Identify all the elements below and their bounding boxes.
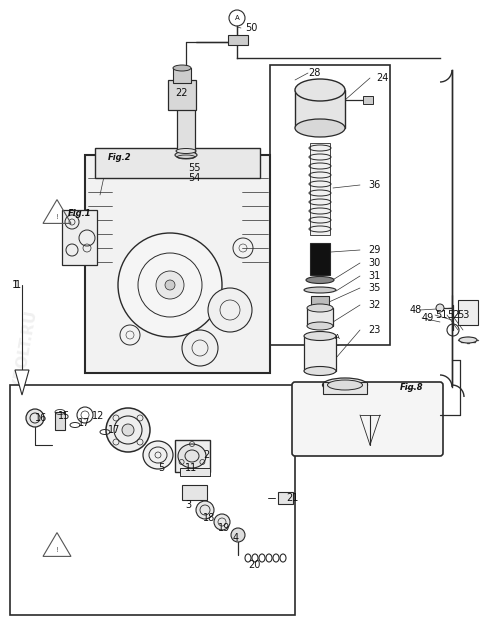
Bar	[173, 68, 191, 83]
Text: 48: 48	[410, 305, 422, 315]
Bar	[270, 65, 390, 345]
Text: 1: 1	[12, 280, 19, 290]
Ellipse shape	[327, 380, 362, 390]
Ellipse shape	[307, 322, 333, 330]
FancyBboxPatch shape	[292, 382, 443, 456]
Text: 20: 20	[248, 560, 260, 570]
Text: A: A	[335, 334, 339, 340]
Text: 12: 12	[92, 411, 104, 421]
Bar	[278, 492, 293, 504]
Circle shape	[118, 233, 222, 337]
Circle shape	[106, 408, 150, 452]
Text: !: !	[56, 214, 59, 220]
Bar	[10, 385, 295, 615]
Text: 54: 54	[188, 173, 200, 183]
Text: Fig.2: Fig.2	[108, 153, 132, 163]
Bar	[180, 468, 210, 476]
Polygon shape	[15, 370, 29, 395]
Text: 52: 52	[447, 310, 459, 320]
Bar	[177, 105, 195, 155]
Bar	[307, 308, 333, 326]
Ellipse shape	[304, 367, 336, 375]
Text: 30: 30	[368, 258, 380, 268]
Circle shape	[26, 409, 44, 427]
Text: 17: 17	[78, 418, 90, 428]
Ellipse shape	[173, 65, 191, 71]
Circle shape	[214, 514, 230, 530]
Bar	[175, 440, 210, 472]
Circle shape	[156, 271, 184, 299]
Text: 17: 17	[108, 425, 120, 435]
Bar	[228, 35, 248, 45]
Ellipse shape	[176, 149, 196, 153]
Ellipse shape	[304, 287, 336, 293]
Ellipse shape	[306, 277, 334, 284]
Bar	[363, 96, 373, 104]
Text: 55: 55	[188, 163, 201, 173]
Text: 4: 4	[233, 533, 239, 543]
Bar	[311, 296, 329, 306]
Ellipse shape	[143, 441, 173, 469]
Text: 51: 51	[435, 310, 447, 320]
Text: 11: 11	[185, 463, 197, 473]
Text: XBOLT.RU: XBOLT.RU	[11, 518, 39, 601]
Text: 36: 36	[368, 180, 380, 190]
Bar	[95, 148, 260, 178]
Circle shape	[122, 424, 134, 436]
Ellipse shape	[295, 79, 345, 101]
Text: 18: 18	[203, 513, 215, 523]
Circle shape	[436, 304, 444, 312]
Text: 23: 23	[368, 325, 380, 335]
Ellipse shape	[304, 332, 336, 341]
Text: 19: 19	[218, 523, 230, 533]
Ellipse shape	[307, 304, 333, 312]
Bar	[310, 143, 330, 235]
Text: 15: 15	[58, 411, 71, 421]
Text: 31: 31	[368, 271, 380, 281]
Bar	[304, 336, 336, 371]
Text: 3: 3	[185, 500, 191, 510]
Text: 16: 16	[35, 413, 47, 423]
Ellipse shape	[178, 444, 206, 468]
Text: XBOLT.RU: XBOLT.RU	[11, 309, 39, 391]
Bar	[458, 300, 478, 325]
Circle shape	[208, 288, 252, 332]
Bar	[323, 382, 367, 394]
Circle shape	[231, 528, 245, 542]
Text: Fig.1: Fig.1	[68, 208, 92, 218]
Text: 1: 1	[15, 280, 21, 290]
Text: 32: 32	[368, 300, 380, 310]
Circle shape	[182, 330, 218, 366]
Text: 28: 28	[308, 68, 320, 78]
Text: Fig.8: Fig.8	[400, 384, 424, 392]
Text: A: A	[235, 15, 240, 21]
Text: 5: 5	[158, 463, 164, 473]
Circle shape	[165, 280, 175, 290]
Text: 49: 49	[422, 313, 434, 323]
Bar	[55, 412, 65, 430]
Ellipse shape	[323, 378, 368, 392]
Text: 21: 21	[286, 493, 299, 503]
Text: 29: 29	[368, 245, 380, 255]
Bar	[310, 243, 330, 275]
Text: 24: 24	[376, 73, 388, 83]
Circle shape	[196, 501, 214, 519]
Ellipse shape	[175, 151, 197, 158]
Text: !: !	[56, 547, 59, 553]
Bar	[62, 210, 97, 265]
Text: 22: 22	[175, 88, 188, 98]
Text: 53: 53	[457, 310, 469, 320]
Text: 35: 35	[368, 283, 380, 293]
Text: 2: 2	[203, 450, 209, 460]
Bar	[295, 90, 345, 128]
Ellipse shape	[295, 119, 345, 137]
Text: 50: 50	[245, 23, 257, 33]
Bar	[168, 80, 196, 110]
Bar	[182, 485, 207, 500]
Ellipse shape	[459, 337, 477, 343]
Bar	[85, 155, 270, 373]
